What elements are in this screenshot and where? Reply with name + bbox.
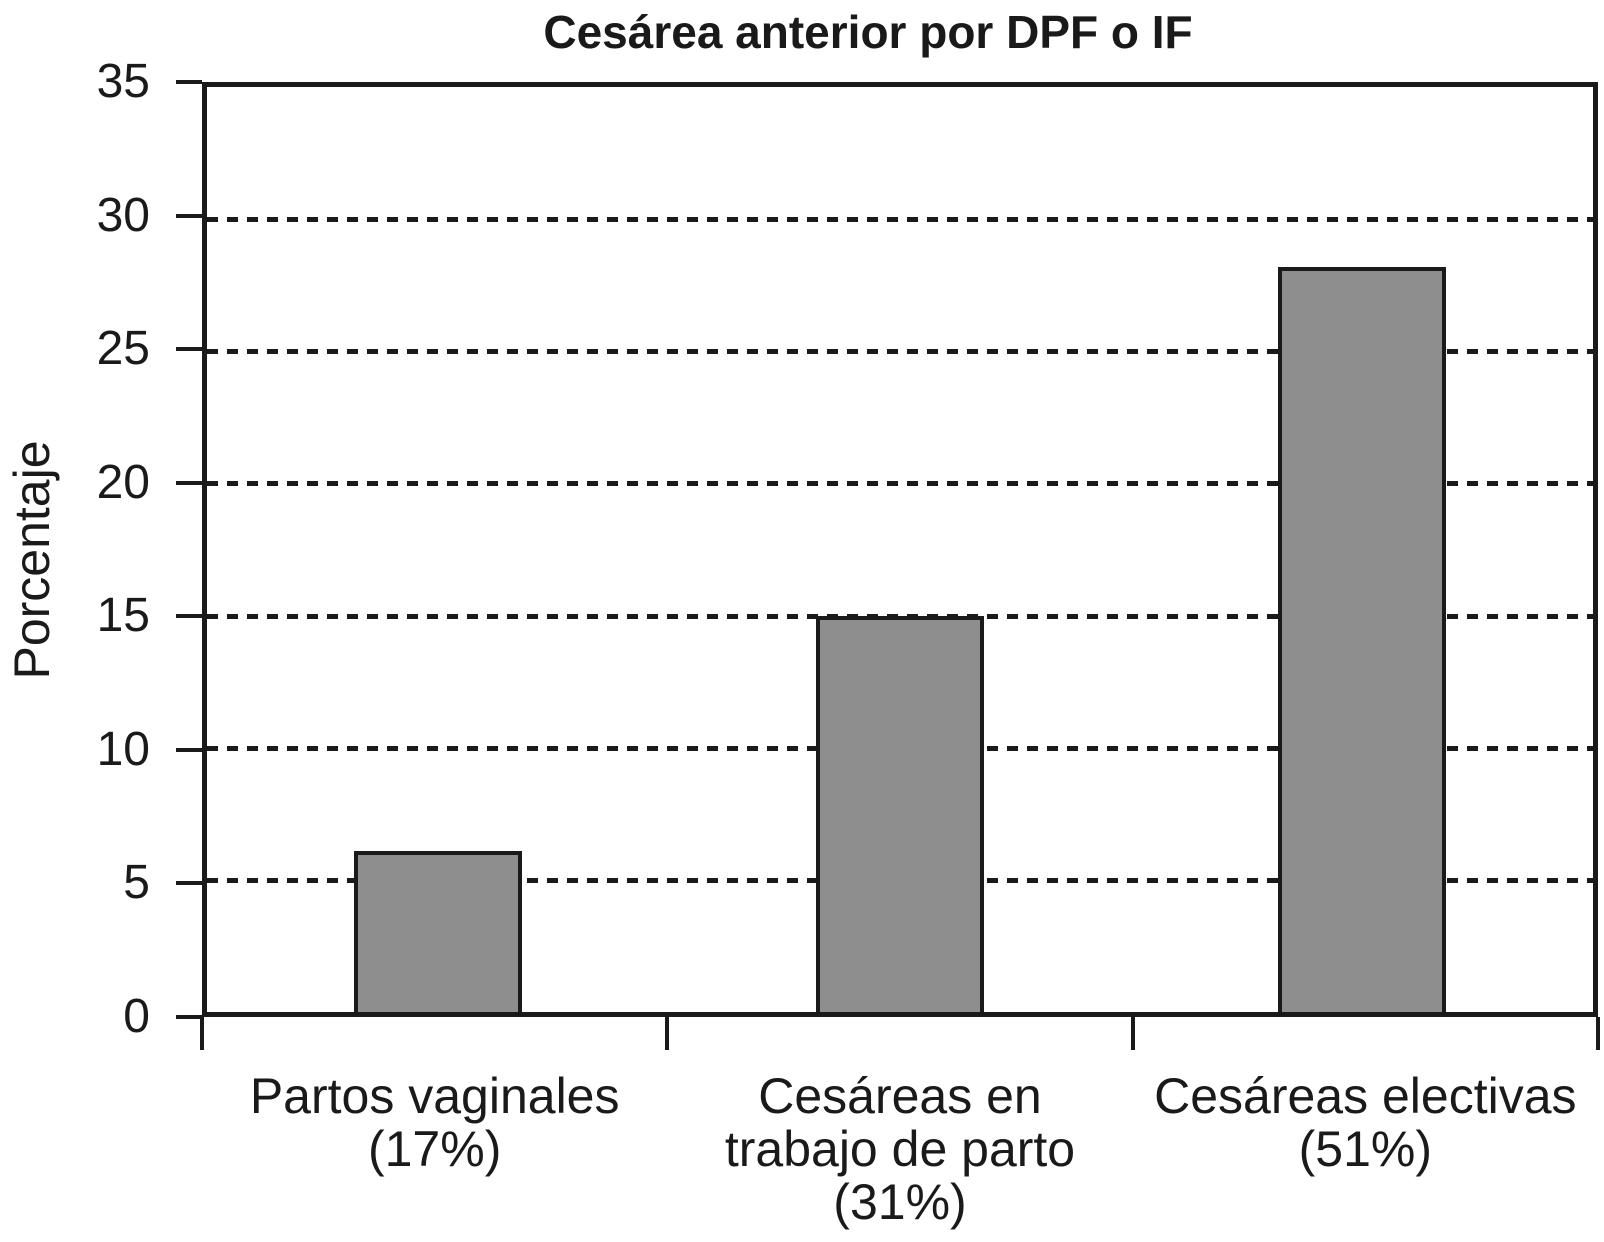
gridline [207,217,1593,223]
category-label-line: (17%) [367,1121,502,1177]
y-tick-mark [176,881,202,886]
plot-area [202,82,1598,1017]
gridline [207,481,1593,487]
y-tick-label: 15 [96,589,150,643]
x-tick-mark [1596,1017,1600,1050]
y-tick-mark [176,614,202,619]
category-label-line: Partos vaginales [249,1068,620,1124]
y-tick-label: 10 [96,722,150,776]
y-tick-mark [176,80,202,84]
category-label-line: (51%) [1298,1121,1432,1177]
category-label-line: Cesáreas electivas [1154,1068,1577,1124]
y-tick-mark [176,213,202,218]
x-tick-mark [200,1017,204,1050]
y-tick-label: 20 [96,455,150,509]
gridline [207,349,1593,355]
y-tick-mark [176,1015,202,1019]
bar [354,850,522,1012]
x-tick-mark [665,1017,670,1050]
y-tick-label: 30 [96,188,150,242]
category-label-line: trabajo de parto [724,1121,1076,1177]
x-tick-mark [1130,1017,1135,1050]
y-tick-mark [176,347,202,352]
y-tick-mark [176,480,202,485]
bar [1278,266,1446,1012]
y-tick-label: 0 [123,990,150,1043]
category-label: Cesáreas electivas (51%) [1133,1070,1598,1176]
category-label-line: (31%) [833,1174,967,1230]
y-tick-label: 5 [123,856,150,910]
y-tick-label: 35 [96,55,150,108]
category-label-line: Cesáreas en [758,1068,1042,1124]
bar [816,615,984,1012]
category-label: Cesáreas en trabajo de parto (31%) [667,1070,1132,1229]
y-tick-mark [176,747,202,752]
y-tick-label: 25 [96,322,150,376]
category-label: Partos vaginales (17%) [202,1070,667,1176]
chart-title: Cesárea anterior por DPF o IF [543,6,1193,58]
